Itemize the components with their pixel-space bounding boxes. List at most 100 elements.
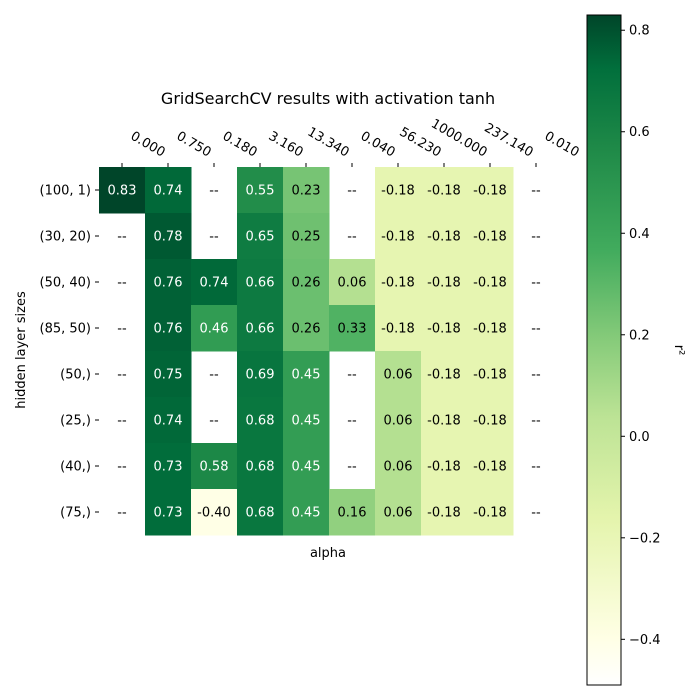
x-tick-label: 0.750: [174, 129, 214, 161]
heatmap-cell: [145, 489, 192, 536]
colorbar-tick-label: 0.2: [629, 328, 650, 343]
cell-value-label: -0.18: [427, 506, 461, 521]
cell-value-label: 0.06: [384, 460, 413, 475]
cell-value-label: -0.18: [381, 230, 415, 245]
heatmap-cell: [237, 351, 284, 398]
cell-value-label: 0.33: [338, 322, 367, 337]
colorbar-tick-label: 0.6: [629, 125, 650, 140]
cell-value-label: 0.65: [246, 230, 275, 245]
heatmap-cell: [145, 213, 192, 260]
heatmap-cell: [375, 167, 422, 214]
heatmap-cell: [191, 259, 238, 306]
cell-value-label: -0.18: [473, 414, 507, 429]
cell-value-label: -0.18: [427, 414, 461, 429]
y-axis-ticks: (100, 1) (30, 20) (50, 40) (85, 50) (50,) (25…: [40, 184, 99, 521]
cell-value-label: -0.18: [473, 368, 507, 383]
cell-value-label: --: [531, 322, 541, 337]
cell-value-label: 0.06: [384, 368, 413, 383]
cell-value-label: -0.18: [381, 276, 415, 291]
x-tick-label: 0.010: [542, 129, 582, 161]
colorbar-tick-label: 0.8: [629, 24, 650, 39]
colorbar-tick-label: 0.4: [629, 227, 650, 242]
cell-value-label: --: [117, 276, 127, 291]
cell-value-label: 0.45: [292, 460, 321, 475]
heatmap-cell: [375, 489, 422, 536]
colorbar-ticks: 0.8 0.6 0.4 0.2 0.0 −0.2 −0.4: [621, 24, 661, 648]
cell-value-label: --: [209, 368, 219, 383]
cell-value-label: 0.76: [154, 276, 183, 291]
heatmap-cell: [375, 443, 422, 490]
cell-value-label: 0.68: [246, 460, 275, 475]
cell-value-label: 0.25: [292, 230, 321, 245]
cell-value-label: -0.18: [427, 460, 461, 475]
colorbar-tick-label: 0.0: [629, 430, 650, 445]
heatmap-cell: [237, 489, 284, 536]
cell-value-label: -0.40: [197, 506, 231, 521]
heatmap-cell: [237, 259, 284, 306]
heatmap-cell: [329, 305, 376, 352]
cell-value-label: 0.75: [154, 368, 183, 383]
heatmap-cell: [191, 489, 238, 536]
heatmap-cell: [421, 213, 468, 260]
y-tick-label: (25,): [60, 414, 91, 429]
heatmap-cell: [283, 397, 330, 444]
cell-value-label: 0.55: [246, 184, 275, 199]
cell-value-label: -0.18: [473, 276, 507, 291]
cell-value-label: --: [531, 414, 541, 429]
cell-value-label: --: [117, 506, 127, 521]
x-tick-label: 0.180: [220, 129, 260, 161]
heatmap-cell: [375, 351, 422, 398]
colorbar: [586, 14, 622, 686]
cell-value-label: --: [531, 276, 541, 291]
cell-value-label: -0.18: [381, 322, 415, 337]
heatmap-cell: [375, 305, 422, 352]
heatmap-cell: [467, 397, 514, 444]
cell-value-label: 0.45: [292, 368, 321, 383]
cell-value-label: 0.73: [154, 506, 183, 521]
y-tick-label: (85, 50): [40, 322, 92, 337]
heatmap-cell: [283, 259, 330, 306]
heatmap-cell: [467, 489, 514, 536]
cell-value-label: 0.45: [292, 414, 321, 429]
colorbar-tick-label: −0.4: [629, 633, 661, 648]
cell-value-label: --: [347, 368, 357, 383]
cell-value-label: --: [347, 460, 357, 475]
cell-value-label: 0.16: [338, 506, 367, 521]
heatmap-cell: [467, 443, 514, 490]
cell-value-label: --: [347, 414, 357, 429]
heatmap-cell: [467, 305, 514, 352]
cell-value-label: 0.74: [154, 184, 183, 199]
heatmap-cell: [283, 305, 330, 352]
cell-value-label: --: [209, 230, 219, 245]
heatmap-cell: [99, 167, 146, 214]
y-tick-label: (40,): [60, 460, 91, 475]
cell-value-label: 0.46: [200, 322, 229, 337]
cell-value-label: 0.06: [384, 414, 413, 429]
cell-value-label: -0.18: [473, 230, 507, 245]
cell-value-label: -0.18: [427, 322, 461, 337]
cell-value-label: -0.18: [473, 506, 507, 521]
heatmap-cell: [145, 167, 192, 214]
heatmap-cell: [329, 489, 376, 536]
cell-value-label: --: [531, 368, 541, 383]
x-tick-label: 3.160: [266, 129, 306, 161]
cell-value-label: --: [347, 230, 357, 245]
heatmap-cell: [145, 443, 192, 490]
cell-value-label: 0.66: [246, 322, 275, 337]
x-tick-label: 13.340: [305, 125, 352, 161]
cell-value-label: --: [531, 184, 541, 199]
cell-value-label: --: [347, 184, 357, 199]
heatmap-cell: [283, 443, 330, 490]
cell-value-label: -0.18: [473, 460, 507, 475]
heatmap-cell: [237, 167, 284, 214]
heatmap-cell: [421, 443, 468, 490]
cell-value-label: 0.68: [246, 414, 275, 429]
heatmap-cell: [467, 351, 514, 398]
colorbar-tick-label: −0.2: [629, 531, 661, 546]
cell-value-label: 0.76: [154, 322, 183, 337]
x-tick-label: 0.000: [128, 129, 168, 161]
heatmap-cell: [283, 489, 330, 536]
heatmap-cell: [421, 167, 468, 214]
cell-value-label: -0.18: [427, 276, 461, 291]
